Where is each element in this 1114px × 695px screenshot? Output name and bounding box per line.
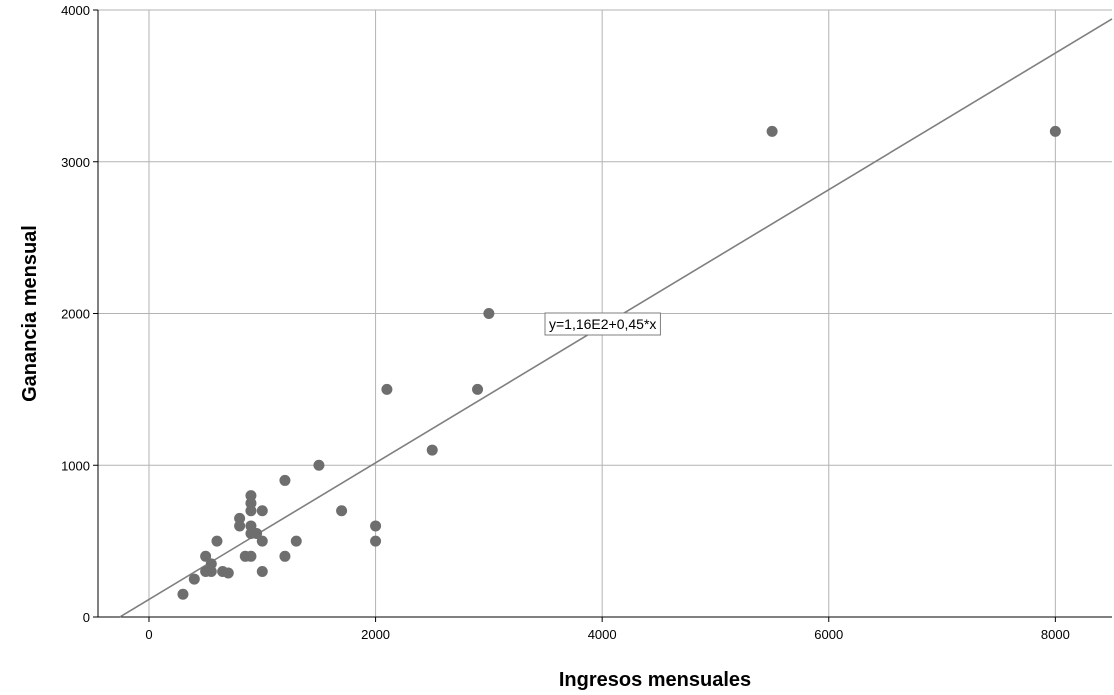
- y-tick-label: 3000: [61, 155, 90, 170]
- data-point: [211, 535, 223, 547]
- data-point: [1049, 125, 1061, 137]
- data-point: [188, 573, 200, 585]
- data-point: [234, 520, 246, 532]
- data-point: [205, 558, 217, 570]
- data-point: [370, 535, 382, 547]
- y-axis-ticks: 0 1000 2000 3000 4000: [61, 3, 98, 625]
- y-tick-label: 0: [83, 610, 90, 625]
- data-point: [205, 565, 217, 577]
- x-tick-label: 4000: [588, 627, 617, 642]
- data-point: [177, 588, 189, 600]
- data-point: [245, 490, 257, 502]
- equation-label: y=1,16E2+0,45*x: [549, 316, 656, 332]
- x-tick-label: 2000: [361, 627, 390, 642]
- x-axis-ticks: 0 2000 4000 6000 8000: [145, 617, 1070, 642]
- data-point: [234, 512, 246, 524]
- x-tick-label: 0: [145, 627, 152, 642]
- data-point: [336, 505, 348, 517]
- y-tick-label: 1000: [61, 458, 90, 473]
- data-points: [177, 125, 1061, 600]
- data-point: [256, 505, 268, 517]
- data-point: [472, 383, 484, 395]
- data-point: [256, 535, 268, 547]
- data-point: [279, 474, 291, 486]
- data-point: [245, 550, 257, 562]
- data-point: [313, 459, 325, 471]
- data-point: [222, 567, 234, 579]
- equation-label-group: y=1,16E2+0,45*x: [544, 312, 661, 336]
- data-point: [256, 565, 268, 577]
- data-point: [766, 125, 778, 137]
- data-point: [370, 520, 382, 532]
- data-point: [279, 550, 291, 562]
- data-point: [426, 444, 438, 456]
- data-point: [245, 497, 257, 509]
- data-point: [200, 550, 212, 562]
- x-tick-label: 8000: [1041, 627, 1070, 642]
- data-point: [290, 535, 302, 547]
- data-point: [245, 505, 257, 517]
- x-tick-label: 6000: [814, 627, 843, 642]
- data-point: [251, 528, 263, 540]
- y-axis-title: Ganancia mensual: [19, 225, 41, 402]
- data-point: [245, 520, 257, 532]
- data-point: [381, 383, 393, 395]
- y-tick-label: 4000: [61, 3, 90, 18]
- data-point: [483, 308, 495, 319]
- equation-label-box: [544, 312, 661, 336]
- y-tick-label: 2000: [61, 307, 90, 322]
- x-axis-title: Ingresos mensuales: [559, 669, 751, 691]
